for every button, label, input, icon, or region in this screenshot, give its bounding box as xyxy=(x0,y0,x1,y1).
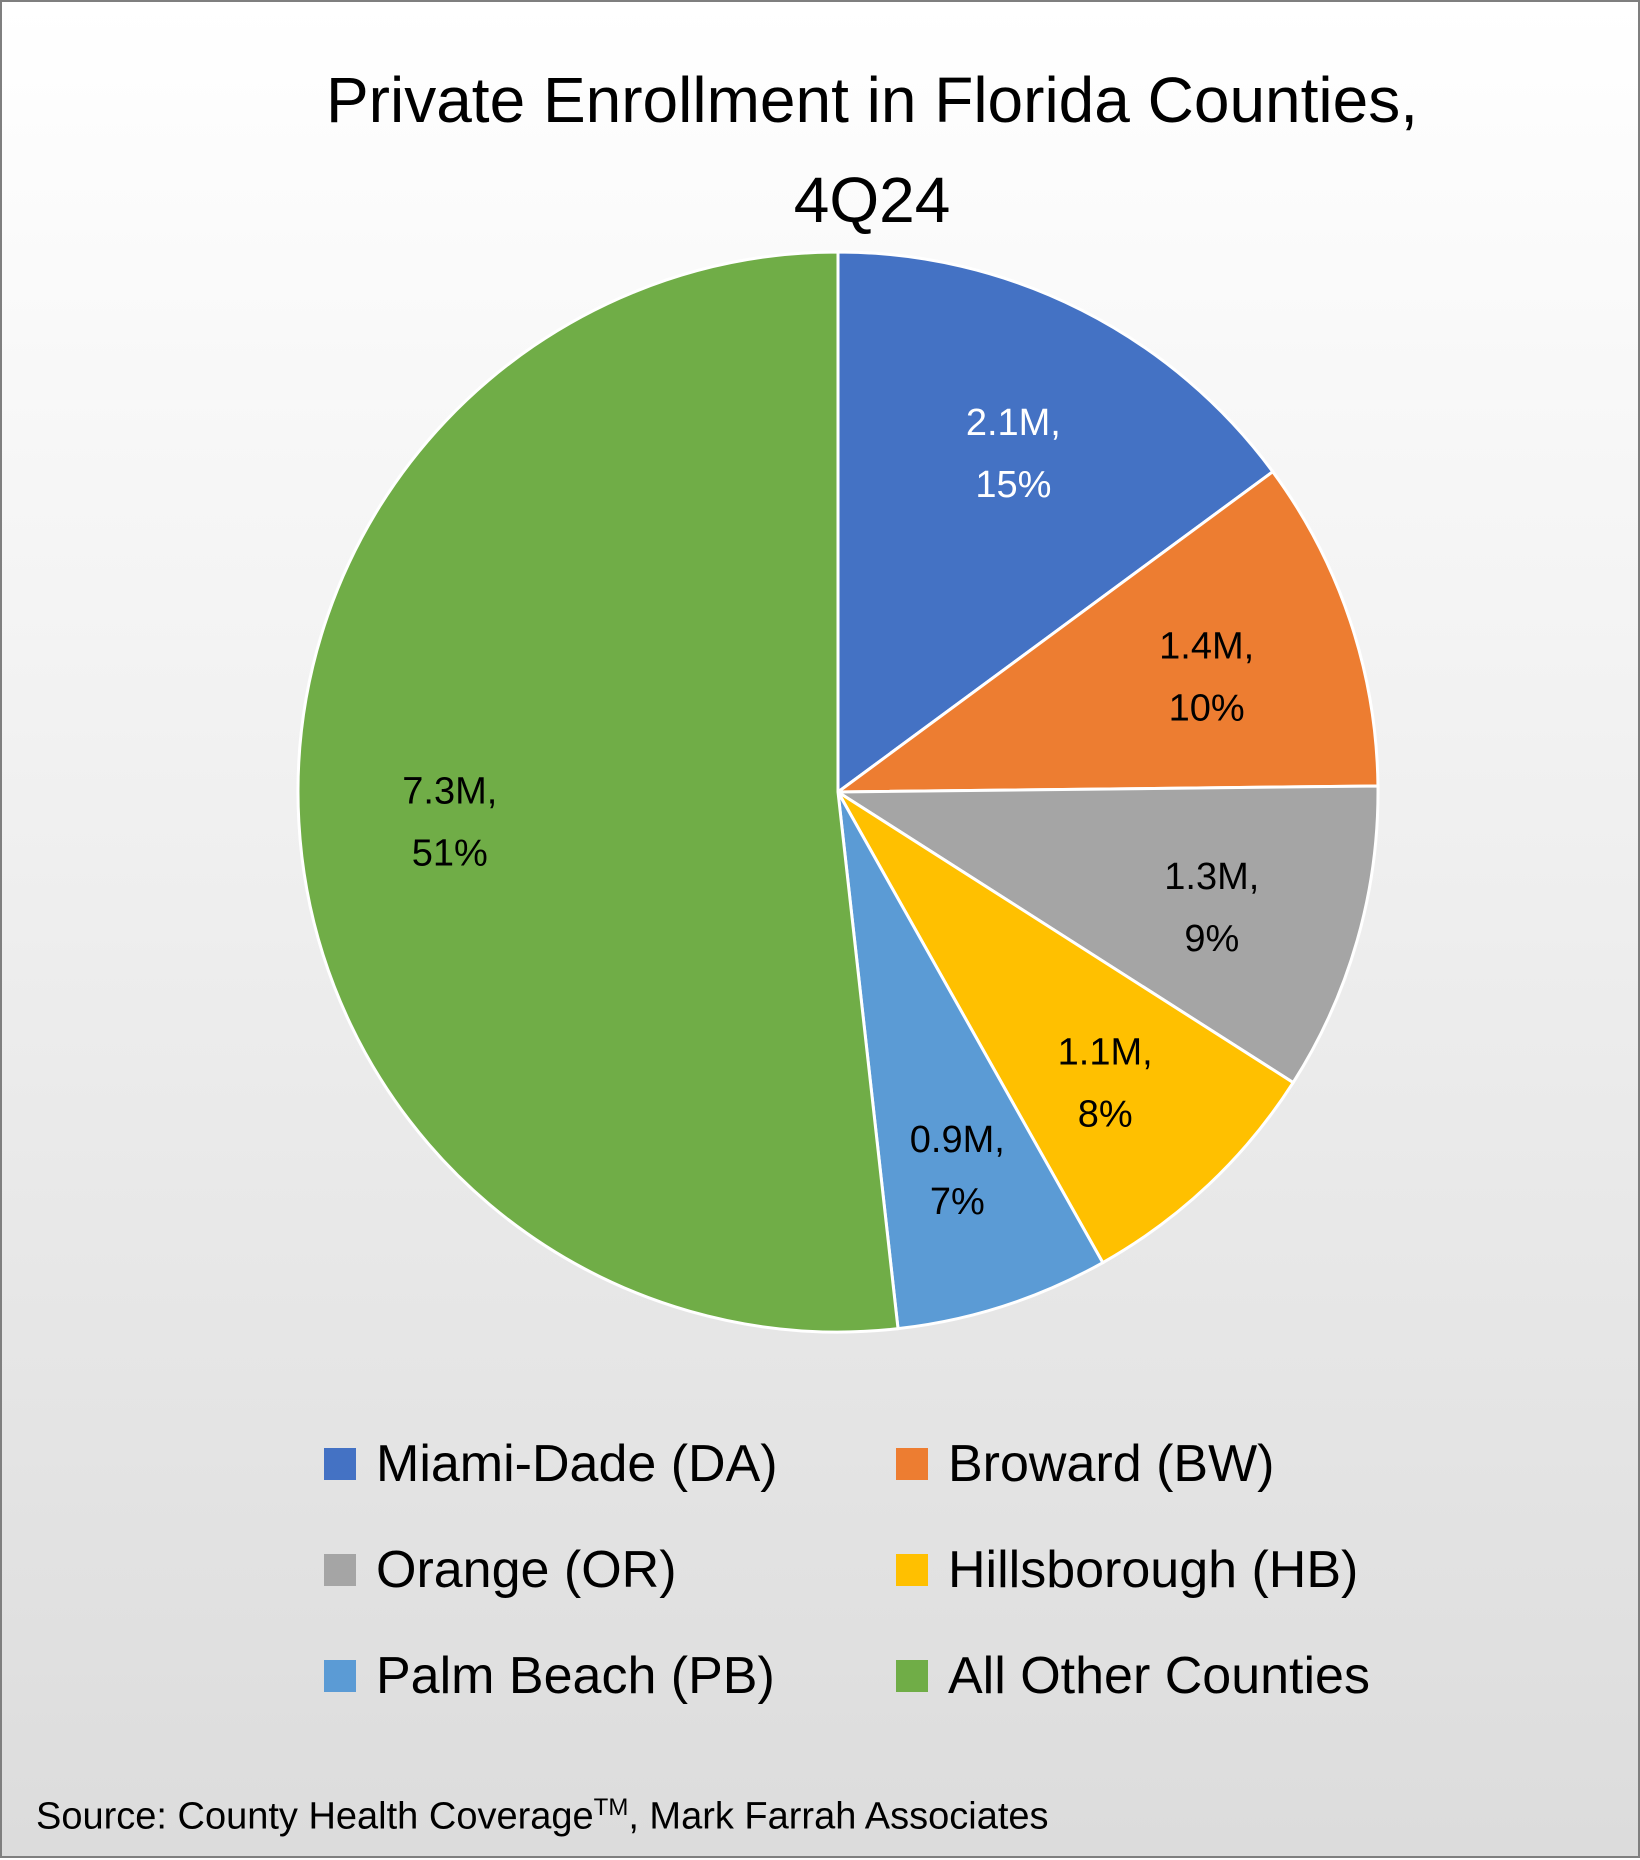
data-label-orange: 1.3M, 9% xyxy=(1164,856,1259,960)
data-label-broward: 1.4M, 10% xyxy=(1159,626,1254,730)
data-label-value-all-other: 7.3M, xyxy=(402,771,497,813)
legend-label-hillsborough: Hillsborough (HB) xyxy=(948,1541,1359,1599)
data-label-percent-broward: 10% xyxy=(1169,688,1245,730)
legend-swatch-broward xyxy=(896,1448,928,1480)
source-text: Source: County Health Coverage xyxy=(36,1795,594,1838)
data-label-palm-beach: 0.9M, 7% xyxy=(910,1119,1005,1223)
legend: Miami-Dade (DA) Broward (BW) Orange (OR)… xyxy=(324,1432,1416,1708)
chart-title: Private Enrollment in Florida Counties, 4… xyxy=(325,64,1419,236)
pie-slice-hillsborough xyxy=(836,790,1296,1265)
legend-item-miami-dade: Miami-Dade (DA) xyxy=(324,1432,896,1496)
data-label-percent-all-other: 51% xyxy=(412,833,488,875)
data-label-hillsborough: 1.1M, 8% xyxy=(1058,1031,1153,1135)
legend-label-orange: Orange (OR) xyxy=(376,1541,677,1599)
source-note: Source: County Health CoverageTM, Mark F… xyxy=(36,1794,1049,1839)
data-label-value-orange: 1.3M, xyxy=(1164,856,1259,898)
legend-swatch-orange xyxy=(324,1554,356,1586)
legend-label-broward: Broward (BW) xyxy=(948,1435,1275,1493)
legend-item-all-other: All Other Counties xyxy=(896,1644,1416,1708)
legend-label-miami-dade: Miami-Dade (DA) xyxy=(376,1435,778,1493)
data-label-value-broward: 1.4M, xyxy=(1159,626,1254,668)
data-label-all-other: 7.3M, 51% xyxy=(402,771,497,875)
legend-label-all-other: All Other Counties xyxy=(948,1647,1370,1705)
legend-label-palm-beach: Palm Beach (PB) xyxy=(376,1647,775,1705)
legend-item-broward: Broward (BW) xyxy=(896,1432,1416,1496)
pie-slice-broward xyxy=(833,469,1380,794)
pie-slice-orange xyxy=(832,784,1380,1085)
data-label-value-hillsborough: 1.1M, xyxy=(1058,1031,1153,1073)
legend-swatch-miami-dade xyxy=(324,1448,356,1480)
data-label-value-palm-beach: 0.9M, xyxy=(910,1119,1005,1161)
legend-swatch-hillsborough xyxy=(896,1554,928,1586)
data-label-percent-miami-dade: 15% xyxy=(975,464,1051,506)
source-suffix: , Mark Farrah Associates xyxy=(628,1795,1049,1838)
data-label-miami-dade: 2.1M, 15% xyxy=(966,402,1061,506)
trademark-superscript: TM xyxy=(593,1794,629,1821)
data-label-value-miami-dade: 2.1M, xyxy=(966,402,1061,444)
data-label-percent-orange: 9% xyxy=(1184,918,1239,960)
legend-item-palm-beach: Palm Beach (PB) xyxy=(324,1644,896,1708)
data-label-percent-hillsborough: 8% xyxy=(1078,1093,1133,1135)
data-label-percent-palm-beach: 7% xyxy=(930,1181,985,1223)
legend-swatch-palm-beach xyxy=(324,1660,356,1692)
legend-item-orange: Orange (OR) xyxy=(324,1538,896,1602)
legend-swatch-all-other xyxy=(896,1660,928,1692)
pie-slice-miami-dade xyxy=(836,250,1275,795)
pie-slice-palm-beach xyxy=(836,791,1105,1331)
legend-item-hillsborough: Hillsborough (HB) xyxy=(896,1538,1416,1602)
pie-slice-all-other xyxy=(296,250,900,1334)
